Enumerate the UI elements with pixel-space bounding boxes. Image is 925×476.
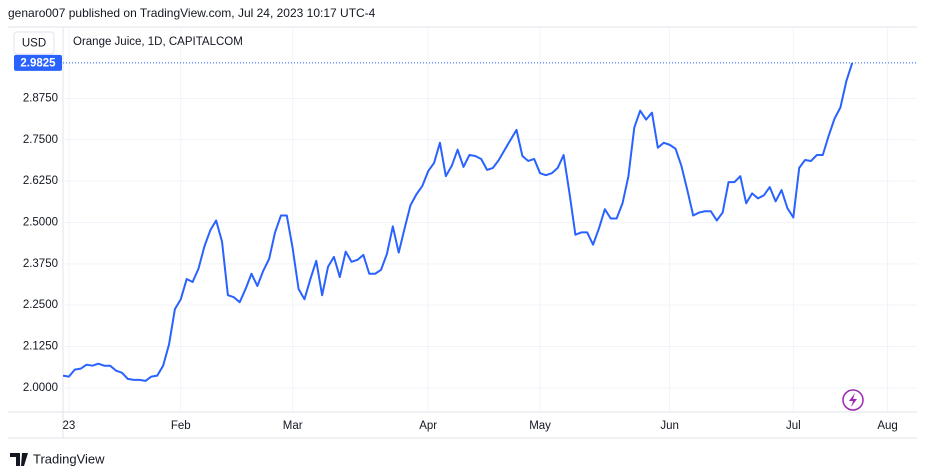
x-tick-label: Jun — [660, 420, 679, 432]
currency-box[interactable] — [13, 31, 55, 55]
y-tick-label: 2.1250 — [23, 341, 58, 353]
y-tick-label: 2.3750 — [23, 258, 58, 270]
source[interactable]: TradingView — [33, 451, 105, 466]
price-line — [62, 62, 854, 382]
alert-icon[interactable] — [842, 389, 864, 411]
grid — [63, 27, 917, 412]
last-price-tag — [14, 54, 62, 71]
caption: genaro007 published on TradingView.com, … — [8, 6, 376, 20]
y-tick-label: 2.0000 — [23, 382, 58, 394]
currency[interactable]: USD — [22, 38, 46, 50]
logo-mark[interactable] — [10, 453, 28, 466]
y-tick-label: 2.5000 — [23, 217, 58, 229]
x-tick-label: Jul — [786, 420, 801, 432]
x-tick-label: Apr — [419, 420, 437, 432]
plot: 2.9825 — [14, 54, 917, 382]
logo[interactable]: TradingView — [10, 451, 105, 466]
x-tick-label: Mar — [283, 420, 303, 432]
x-tick-label: Aug — [877, 420, 897, 432]
x-tick-label: 23 — [62, 420, 75, 432]
y-tick-label: 2.2500 — [23, 299, 58, 311]
last-price-label: 2.9825 — [20, 57, 56, 69]
x-tick-label: May — [529, 420, 551, 432]
y-tick-label: 2.6250 — [23, 175, 58, 187]
x-tick-label: Feb — [171, 420, 191, 432]
chart-title: Orange Juice, 1D, CAPITALCOM — [73, 36, 243, 48]
y-tick-label: 2.7500 — [23, 134, 58, 146]
ticks: 2.0000 2.1250 2.2500 2.3750 2.5000 2.6250 2.75… — [23, 92, 898, 432]
y-tick-label: 2.8750 — [23, 92, 58, 104]
alert-bolt[interactable] — [849, 393, 857, 407]
